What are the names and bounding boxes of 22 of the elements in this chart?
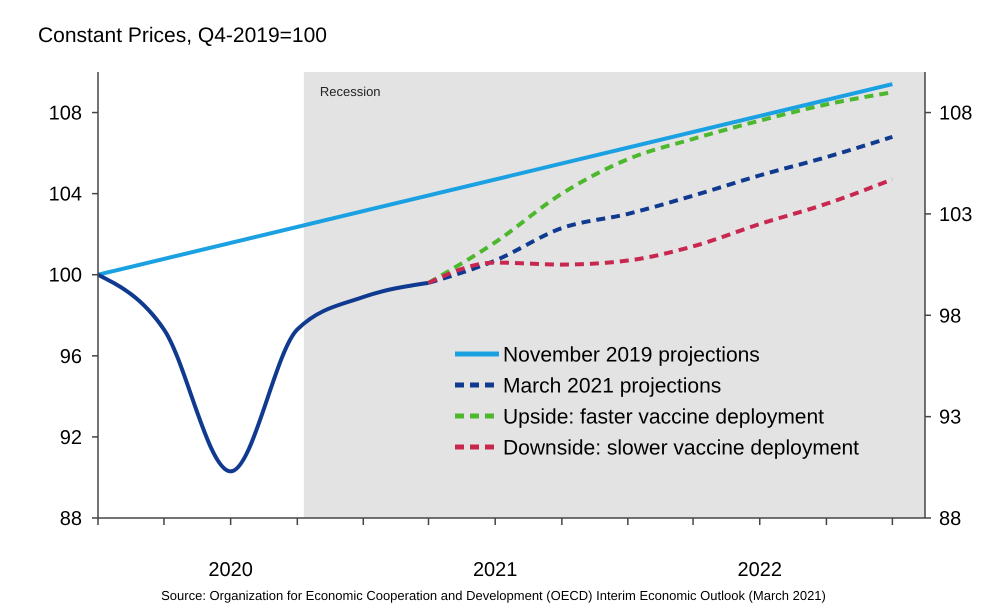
legend-label: Downside: slower vaccine deployment [503, 436, 860, 460]
x-tick-label: 2021 [472, 559, 518, 581]
y2-tick-label: 98 [939, 305, 962, 328]
y-tick-label: 92 [60, 426, 82, 449]
y2-tick-label: 88 [939, 508, 962, 530]
legend-label: Upside: faster vaccine deployment [503, 405, 824, 428]
y-tick-label: 88 [60, 508, 82, 530]
chart-title: Constant Prices, Q4-2019=100 [38, 24, 327, 47]
x-tick-label: 2020 [208, 559, 253, 581]
line-series [426, 177, 894, 285]
source-note: Source: Organization for Economic Cooperation and Development (OECD) Interim Economic Outlook (March 2021) [161, 588, 826, 603]
legend-label: March 2021 projections [503, 374, 722, 398]
y-tick-label: 108 [48, 102, 82, 125]
y-tick-label: 96 [60, 346, 82, 368]
y2-tick-label: 103 [939, 204, 972, 226]
y2-tick-label: 93 [939, 406, 962, 429]
y-tick-label: 104 [48, 184, 82, 206]
legend-label: November 2019 projections [503, 343, 760, 366]
band-label: Recession [320, 84, 381, 99]
x-tick-label: 2022 [737, 559, 782, 581]
y2-tick-label: 108 [939, 102, 972, 125]
y-tick-label: 100 [48, 264, 82, 287]
